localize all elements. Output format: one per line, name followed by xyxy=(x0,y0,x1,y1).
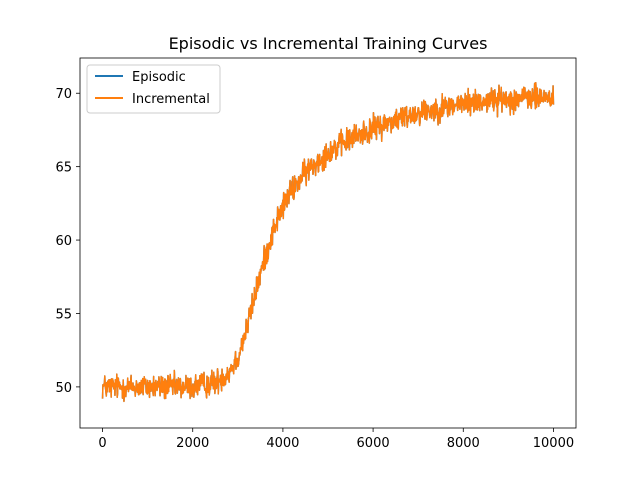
y-tick-label: 65 xyxy=(55,161,72,176)
y-axis: 50 55 60 65 70 xyxy=(55,87,80,396)
x-tick-label: 6000 xyxy=(357,436,390,451)
y-tick-label: 50 xyxy=(55,381,72,396)
x-axis: 0 2000 4000 6000 8000 10000 xyxy=(98,428,574,451)
y-tick-label: 55 xyxy=(55,307,72,322)
legend-label-episodic: Episodic xyxy=(132,70,186,85)
x-tick-label: 2000 xyxy=(176,436,209,451)
series-line-incremental xyxy=(101,82,555,403)
x-tick-label: 8000 xyxy=(447,436,480,451)
x-tick-label: 0 xyxy=(98,436,106,451)
plot-area xyxy=(80,58,576,428)
legend: Episodic Incremental xyxy=(86,64,221,114)
chart-title: Episodic vs Incremental Training Curves xyxy=(169,34,488,53)
y-tick-label: 70 xyxy=(55,87,72,102)
series-layer xyxy=(101,82,555,403)
legend-label-incremental: Incremental xyxy=(132,92,210,107)
axes-frame xyxy=(79,57,577,429)
y-tick-label: 60 xyxy=(55,234,72,249)
x-tick-label: 4000 xyxy=(266,436,299,451)
x-tick-label: 10000 xyxy=(533,436,574,451)
